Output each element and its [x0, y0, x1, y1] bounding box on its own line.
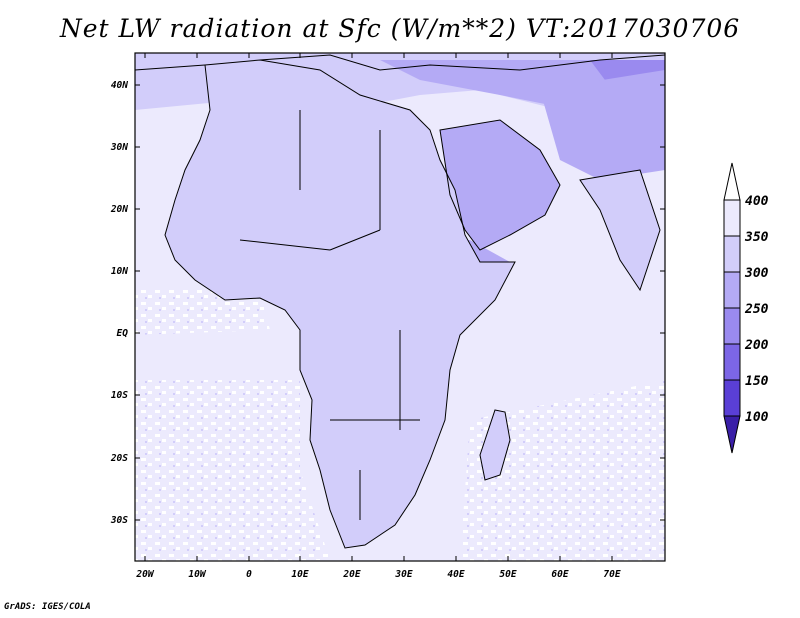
- iran-region: [540, 70, 665, 180]
- lat-label: 30N: [110, 142, 128, 153]
- map-frame: [134, 52, 666, 562]
- colorbar-label: 400: [745, 194, 769, 209]
- lon-axis-labels: 20W 10W 0 10E 20E 30E 40E 50E 60E 70E: [135, 569, 620, 580]
- colorbar-label: 350: [744, 230, 769, 245]
- lon-label: 60E: [551, 569, 568, 580]
- axis-ticks: [135, 53, 665, 561]
- lon-label: 20W: [135, 569, 154, 580]
- colorbar-labels: 400 350 300 250 200 150 100: [744, 194, 769, 425]
- lat-label: EQ: [117, 328, 129, 339]
- india-region: [580, 170, 660, 290]
- lat-label: 30S: [110, 515, 128, 526]
- colorbar-label: 300: [744, 266, 769, 281]
- lat-label: 40N: [111, 80, 128, 91]
- colorbar-label: 200: [744, 338, 769, 353]
- lon-label: 20E: [342, 569, 360, 580]
- madagascar: [479, 409, 511, 481]
- map-title: Net LW radiation at Sfc (W/m**2) VT:2017…: [59, 14, 741, 43]
- colorbar-swatch-350-400: [723, 199, 741, 237]
- coastlines: [135, 54, 665, 549]
- cloud-field-south-atlantic: [135, 380, 330, 561]
- lon-label: 10E: [291, 569, 308, 580]
- lat-label: 10N: [111, 266, 128, 277]
- lon-label: 0: [246, 569, 252, 580]
- colorbar-swatch-150-200: [723, 343, 741, 381]
- radiation-field: [135, 53, 665, 561]
- lat-label: 20S: [110, 453, 128, 464]
- credit-text: GrADS: IGES/COLA: [4, 602, 91, 612]
- lon-label: 50E: [499, 569, 516, 580]
- colorbar-swatch-200-250: [723, 307, 741, 345]
- lon-label: 40E: [447, 569, 464, 580]
- lon-label: 30E: [394, 569, 412, 580]
- colorbar: [723, 162, 741, 454]
- lat-axis-labels: 40N 30N 20N 10N EQ 10S 20S 30S: [110, 80, 128, 526]
- arabia-region: [440, 120, 560, 250]
- colorbar-swatch-100-150: [723, 379, 741, 417]
- colorbar-label: 100: [745, 410, 769, 425]
- lon-label: 70E: [603, 569, 620, 580]
- colorbar-swatch-250-300: [723, 271, 741, 309]
- colorbar-top-arrow: [723, 162, 741, 201]
- colorbar-label: 250: [744, 302, 769, 317]
- lat-label: 20N: [110, 204, 128, 215]
- colorbar-bottom-arrow: [723, 415, 741, 454]
- cloud-field-gulf-of-guinea: [135, 290, 270, 335]
- lon-label: 10W: [188, 569, 206, 580]
- colorbar-label: 150: [745, 374, 769, 389]
- lat-label: 10S: [111, 390, 128, 401]
- colorbar-swatch-300-350: [723, 235, 741, 273]
- cloud-field-indian-ocean: [460, 380, 665, 561]
